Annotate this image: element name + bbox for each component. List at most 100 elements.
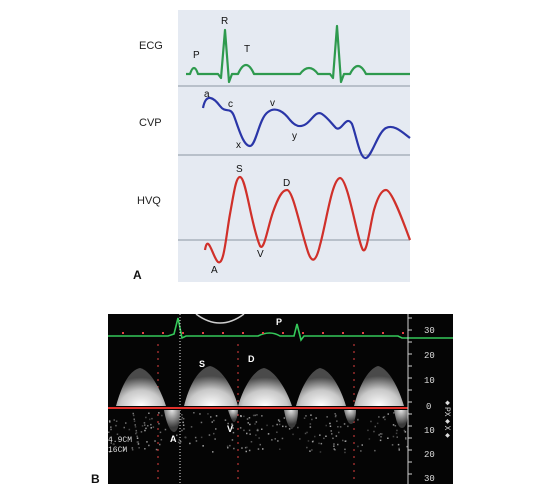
noise-speck	[226, 445, 229, 448]
noise-speck	[318, 442, 320, 445]
cvp-x-descent-label: x	[236, 140, 241, 151]
noise-speck	[243, 415, 245, 418]
noise-speck	[303, 417, 306, 419]
noise-speck	[208, 434, 211, 436]
noise-speck	[131, 449, 134, 451]
noise-speck	[333, 448, 335, 450]
noise-speck	[181, 414, 183, 416]
noise-speck	[339, 426, 342, 428]
noise-speck	[158, 412, 160, 414]
noise-speck	[215, 428, 217, 430]
noise-speck	[135, 432, 137, 435]
b-d-label: D	[248, 354, 255, 364]
noise-speck	[291, 427, 293, 429]
noise-speck	[131, 447, 134, 449]
envelope-5	[354, 366, 404, 406]
noise-speck	[143, 422, 146, 424]
reversal-v	[228, 410, 238, 422]
noise-speck	[392, 424, 395, 426]
noise-speck	[128, 428, 131, 431]
noise-speck	[357, 445, 359, 448]
scale-label-bottom-30: 30	[424, 474, 435, 484]
noise-speck	[239, 427, 242, 429]
noise-speck	[311, 440, 314, 443]
grid-dot	[402, 332, 404, 334]
noise-speck	[200, 421, 203, 424]
noise-speck	[319, 434, 321, 436]
noise-speck	[160, 439, 163, 441]
noise-speck	[256, 414, 258, 416]
noise-speck	[274, 438, 276, 440]
scale-side-text: ◆PX◆X◆	[442, 398, 451, 440]
panel-a-waveforms	[178, 24, 412, 264]
noise-speck	[259, 443, 261, 446]
scale-label-bottom-20: 20	[424, 450, 435, 460]
noise-speck	[144, 424, 146, 426]
noise-speck	[255, 421, 258, 423]
noise-speck	[241, 447, 243, 449]
scale-label-zero: 0	[426, 402, 432, 412]
noise-speck	[148, 444, 150, 447]
doppler-spectrum	[108, 314, 453, 484]
noise-speck	[137, 443, 140, 445]
noise-speck	[335, 414, 337, 417]
noise-speck	[250, 441, 253, 443]
cvp-a-wave-label: a	[204, 89, 210, 100]
noise-speck	[252, 414, 255, 417]
noise-speck	[392, 435, 395, 438]
noise-speck	[144, 429, 146, 432]
noise-speck	[140, 431, 143, 433]
noise-speck	[396, 436, 398, 438]
noise-speck	[227, 447, 229, 449]
noise-speck	[177, 441, 180, 444]
noise-speck	[278, 423, 281, 426]
grid-dot	[322, 332, 324, 334]
noise-speck	[135, 431, 138, 434]
noise-speck	[150, 423, 152, 426]
noise-speck	[194, 436, 197, 439]
noise-speck	[360, 450, 362, 452]
doppler-ecg-trace	[108, 317, 453, 342]
noise-speck	[180, 440, 182, 443]
noise-speck	[245, 450, 247, 453]
noise-speck	[133, 418, 135, 420]
noise-speck	[136, 441, 139, 443]
noise-speck	[306, 431, 308, 434]
noise-speck	[115, 424, 117, 427]
noise-speck	[215, 415, 218, 417]
ecg-p-wave-label: P	[193, 50, 200, 61]
noise-speck	[231, 423, 233, 425]
noise-speck	[154, 440, 156, 442]
noise-speck	[304, 432, 307, 435]
noise-speck	[200, 436, 203, 439]
noise-speck	[158, 423, 160, 425]
noise-speck	[232, 427, 234, 429]
noise-speck	[314, 435, 316, 438]
noise-speck	[146, 441, 148, 443]
noise-speck	[190, 426, 193, 428]
noise-speck	[141, 425, 144, 427]
noise-speck	[332, 437, 334, 440]
noise-speck	[248, 429, 251, 432]
noise-speck	[391, 444, 394, 446]
cvp-y-descent-label: y	[292, 131, 297, 142]
noise-speck	[357, 419, 359, 421]
doppler-noise	[108, 412, 410, 454]
grid-dot	[282, 332, 284, 334]
cvp-v-wave-label: v	[270, 98, 275, 109]
depth-readout-1: 4.9CM	[108, 436, 133, 445]
noise-speck	[267, 433, 270, 435]
cvp-c-wave-label: c	[228, 99, 233, 110]
noise-speck	[244, 446, 247, 449]
noise-speck	[381, 433, 383, 435]
scale-label-top-10: 10	[424, 376, 435, 386]
noise-speck	[123, 426, 125, 429]
noise-speck	[288, 428, 291, 430]
noise-speck	[405, 438, 407, 440]
noise-speck	[257, 429, 259, 432]
noise-speck	[307, 440, 310, 442]
noise-speck	[115, 420, 118, 422]
noise-speck	[396, 429, 398, 432]
noise-speck	[277, 419, 280, 421]
noise-speck	[110, 428, 112, 431]
